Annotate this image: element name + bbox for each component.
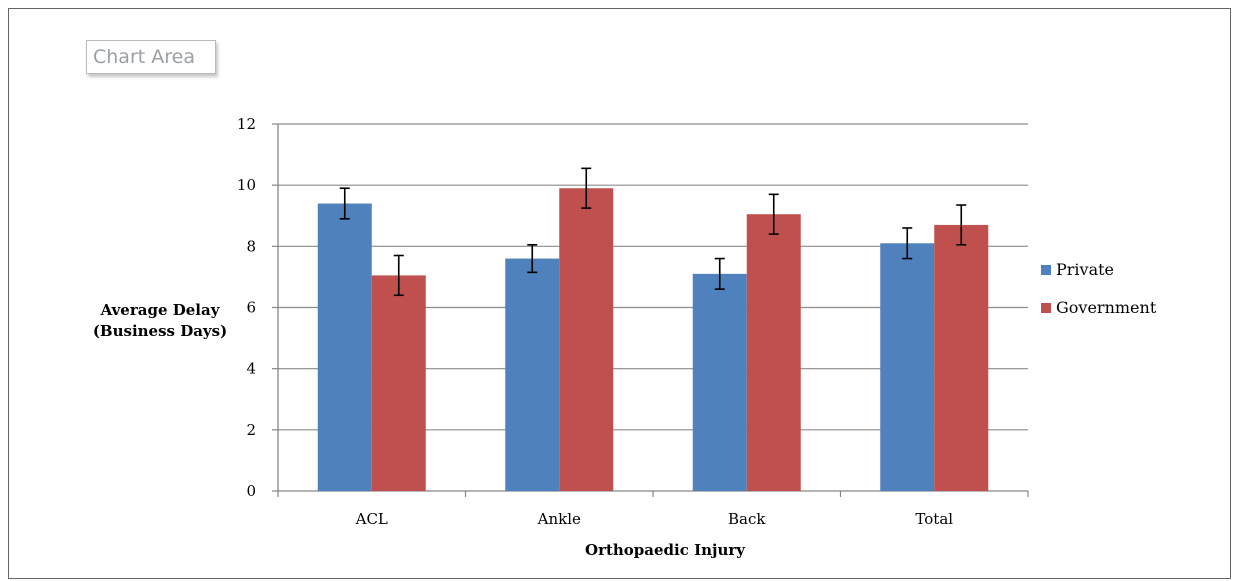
y-tick-label: 6 [246,299,256,317]
x-tick-label: Total [915,510,953,528]
legend-label-private: Private [1056,260,1114,279]
bar-private-ankle [505,258,560,491]
chart-frame [8,8,1231,579]
bar-private-acl [317,203,372,491]
x-tick-label: Ankle [537,510,581,528]
x-axis-title: Orthopaedic Injury [585,541,746,559]
x-tick-label: Back [728,510,766,528]
x-tick-label: ACL [355,510,388,528]
bar-private-total [880,243,935,491]
legend-label-government: Government [1056,298,1157,317]
y-tick-label: 10 [237,176,256,194]
y-tick-label: 12 [237,115,256,133]
legend-swatch-private [1041,265,1051,275]
bar-private-back [692,273,747,491]
y-tick-label: 2 [246,421,256,439]
bar-government-back [746,214,801,492]
chart-area-tooltip: Chart Area [86,40,216,74]
legend-swatch-government [1041,303,1051,313]
y-axis-title-line: (Business Days) [93,322,227,340]
y-tick-label: 0 [246,482,256,500]
y-axis-title-line: Average Delay [100,301,221,319]
bar-government-total [934,224,989,492]
bar-government-acl [371,275,426,491]
y-tick-label: 4 [246,360,256,378]
bar-government-ankle [559,188,614,491]
y-tick-label: 8 [246,237,256,255]
